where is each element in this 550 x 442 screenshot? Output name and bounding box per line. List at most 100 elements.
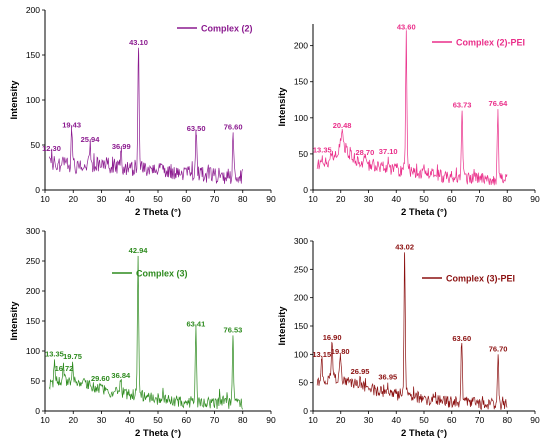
y-tick-label: 50 [299, 149, 309, 159]
peak-label: 16.72 [55, 364, 74, 373]
y-tick-label: 100 [26, 95, 40, 105]
xrd-pattern-line [316, 252, 508, 410]
y-tick-label: 150 [26, 316, 40, 326]
x-tick-label: 10 [308, 415, 318, 425]
x-tick-label: 60 [447, 415, 457, 425]
y-tick-label: 250 [26, 256, 40, 266]
y-tick-label: 0 [303, 185, 308, 195]
legend-label: Complex (3)-PEI [446, 274, 515, 284]
x-tick-label: 70 [475, 194, 485, 204]
peak-label: 36.95 [378, 373, 397, 382]
x-tick-label: 50 [153, 415, 163, 425]
peak-label: 63.41 [186, 319, 205, 328]
y-axis-title: Intensity [9, 301, 20, 341]
peak-label: 19.43 [62, 121, 81, 130]
x-tick-label: 60 [182, 194, 192, 204]
x-tick-label: 40 [125, 194, 135, 204]
y-axis-title: Intensity [277, 306, 288, 346]
peak-label: 19.75 [63, 352, 82, 361]
y-tick-label: 100 [26, 346, 40, 356]
peak-label: 76.64 [489, 99, 509, 108]
x-tick-label: 90 [266, 194, 276, 204]
peak-label: 36.99 [112, 142, 131, 151]
peak-label: 63.60 [452, 334, 471, 343]
x-tick-label: 30 [364, 415, 374, 425]
legend-label: Complex (2)-PEI [456, 38, 525, 48]
x-axis-title: 2 Theta (°) [135, 428, 181, 439]
y-tick-label: 300 [294, 236, 308, 246]
x-axis-title: 2 Theta (°) [135, 207, 181, 218]
y-tick-label: 100 [294, 113, 308, 123]
y-tick-label: 50 [31, 376, 41, 386]
xrd-panel-2: 10 20 30 40 50 60 70 80 90 0 50 100 150 200 2 Theta (°… [277, 23, 540, 218]
y-tick-label: 100 [294, 349, 308, 359]
peak-label: 26.95 [351, 367, 370, 376]
peak-label: 12.30 [42, 144, 61, 153]
x-tick-label: 20 [336, 194, 346, 204]
peak-label: 76.70 [489, 344, 508, 353]
x-tick-label: 60 [182, 415, 192, 425]
peak-label: 76.60 [224, 122, 243, 131]
x-tick-label: 70 [210, 415, 220, 425]
x-tick-label: 50 [419, 194, 429, 204]
y-tick-label: 250 [294, 264, 308, 274]
peak-label: 43.02 [395, 242, 414, 251]
y-tick-label: 150 [294, 321, 308, 331]
xrd-pattern-line [48, 47, 243, 184]
peak-label: 43.10 [129, 38, 148, 47]
peak-label: 63.73 [453, 101, 472, 110]
peak-label: 25.94 [81, 135, 101, 144]
peak-label: 37.10 [379, 147, 398, 156]
y-tick-label: 0 [303, 406, 308, 416]
y-tick-label: 200 [26, 5, 40, 15]
x-tick-label: 80 [238, 194, 248, 204]
peak-label: 16.90 [323, 333, 342, 342]
xrd-panel-4: 10 20 30 40 50 60 70 80 90 0 50 100 150 200 250 300 2 Th… [277, 236, 540, 439]
y-tick-label: 200 [294, 41, 308, 51]
peak-label: 28.70 [356, 148, 375, 157]
legend-label: Complex (3) [136, 269, 188, 279]
y-tick-label: 0 [35, 185, 40, 195]
y-axis-title: Intensity [277, 87, 288, 127]
x-tick-label: 70 [210, 194, 220, 204]
x-tick-label: 20 [336, 415, 346, 425]
peak-label: 63.50 [187, 124, 206, 133]
xrd-pattern-line [48, 255, 243, 410]
x-tick-label: 10 [40, 194, 50, 204]
x-tick-label: 90 [266, 415, 276, 425]
x-tick-label: 90 [530, 194, 540, 204]
peak-label: 13.15 [312, 350, 331, 359]
x-tick-label: 80 [238, 415, 248, 425]
y-tick-label: 200 [294, 293, 308, 303]
y-tick-label: 0 [35, 406, 40, 416]
y-tick-label: 200 [26, 286, 40, 296]
x-tick-label: 20 [69, 194, 79, 204]
x-tick-label: 70 [475, 415, 485, 425]
y-axis-title: Intensity [9, 80, 20, 120]
y-tick-label: 150 [294, 77, 308, 87]
x-tick-label: 30 [97, 194, 107, 204]
x-tick-label: 10 [308, 194, 318, 204]
xrd-panel-3: 10 20 30 40 50 60 70 80 90 0 50 100 150 200 250 300 2 Th… [9, 226, 276, 439]
x-tick-label: 30 [97, 415, 107, 425]
y-tick-label: 300 [26, 226, 40, 236]
peak-label: 36.84 [111, 371, 131, 380]
peak-label: 13.35 [45, 349, 64, 358]
x-tick-label: 30 [364, 194, 374, 204]
peak-label: 43.60 [397, 23, 416, 32]
x-tick-label: 80 [503, 194, 513, 204]
x-axis-title: 2 Theta (°) [401, 428, 447, 439]
xrd-panel-1: 10 20 30 40 50 60 70 80 90 0 50 100 150 200 2 Theta (°… [9, 5, 276, 218]
x-tick-label: 80 [503, 415, 513, 425]
legend-label: Complex (2) [201, 24, 253, 34]
peak-label: 76.53 [224, 325, 243, 334]
y-tick-label: 50 [31, 140, 41, 150]
peak-label: 29.60 [91, 374, 110, 383]
x-tick-label: 40 [392, 194, 402, 204]
x-axis-title: 2 Theta (°) [401, 207, 447, 218]
y-tick-label: 50 [299, 378, 309, 388]
x-tick-label: 50 [419, 415, 429, 425]
x-tick-label: 10 [40, 415, 50, 425]
peak-label: 20.48 [333, 121, 352, 130]
